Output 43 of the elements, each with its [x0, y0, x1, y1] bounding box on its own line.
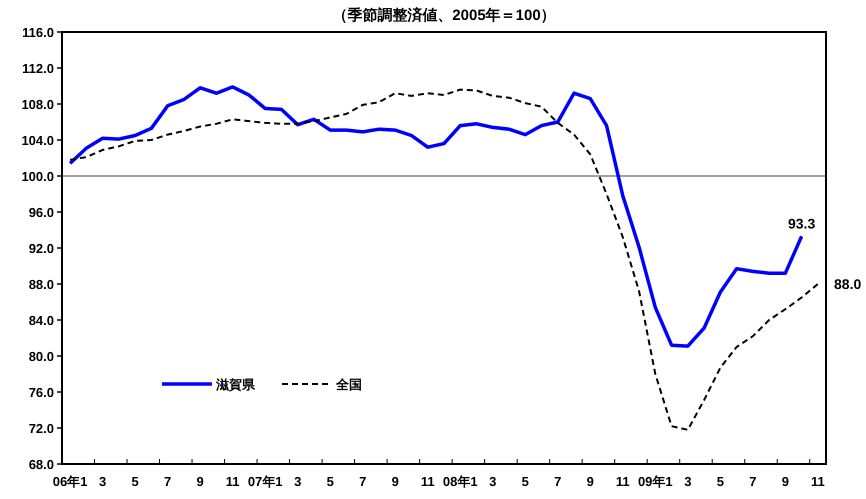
- y-tick-label: 72.0: [28, 421, 54, 436]
- y-tick-label: 80.0: [28, 349, 54, 364]
- legend-label: 滋賀県: [215, 377, 256, 392]
- x-tick-label: 3: [684, 474, 692, 489]
- y-tick-label: 104.0: [21, 133, 54, 148]
- y-tick-label: 68.0: [28, 457, 54, 472]
- x-tick-label: 5: [132, 474, 139, 489]
- x-tick-label: 11: [420, 474, 435, 489]
- y-tick-label: 76.0: [28, 385, 54, 400]
- y-tick-label: 108.0: [21, 97, 54, 112]
- y-tick-label: 96.0: [28, 205, 54, 220]
- x-tick-label: 7: [164, 474, 172, 489]
- x-tick-label: 09年1: [638, 474, 673, 489]
- x-tick-label: 9: [586, 474, 594, 489]
- x-tick-label: 11: [810, 474, 825, 489]
- y-tick-label: 92.0: [28, 241, 54, 256]
- x-tick-label: 3: [489, 474, 496, 489]
- y-tick-label: 116.0: [22, 25, 54, 40]
- legend-label: 全国: [335, 377, 362, 392]
- y-tick-label: 84.0: [28, 313, 54, 328]
- x-tick-label: 11: [226, 474, 240, 489]
- chart-title: （季節調整済値、2005年＝100）: [332, 6, 556, 24]
- y-tick-label: 112.0: [22, 61, 54, 76]
- x-tick-label: 7: [749, 474, 756, 489]
- data-label: 88.0: [834, 276, 862, 292]
- x-tick-label: 7: [554, 474, 562, 489]
- x-tick-label: 9: [782, 474, 789, 489]
- x-tick-label: 3: [99, 474, 106, 489]
- x-tick-label: 5: [326, 474, 334, 489]
- y-tick-label: 100.0: [21, 169, 54, 184]
- x-tick-label: 9: [196, 474, 204, 489]
- x-tick-label: 08年1: [442, 474, 478, 489]
- y-tick-label: 88.0: [28, 277, 54, 292]
- x-tick-label: 3: [294, 474, 302, 489]
- x-tick-label: 07年1: [248, 474, 283, 489]
- x-tick-label: 5: [716, 474, 724, 489]
- x-tick-label: 06年1: [52, 474, 88, 489]
- x-tick-label: 9: [392, 474, 399, 489]
- x-tick-label: 7: [359, 474, 366, 489]
- x-tick-label: 11: [616, 474, 630, 489]
- data-label: 93.3: [788, 215, 816, 232]
- line-series: [69, 88, 819, 431]
- x-tick-label: 5: [522, 474, 529, 489]
